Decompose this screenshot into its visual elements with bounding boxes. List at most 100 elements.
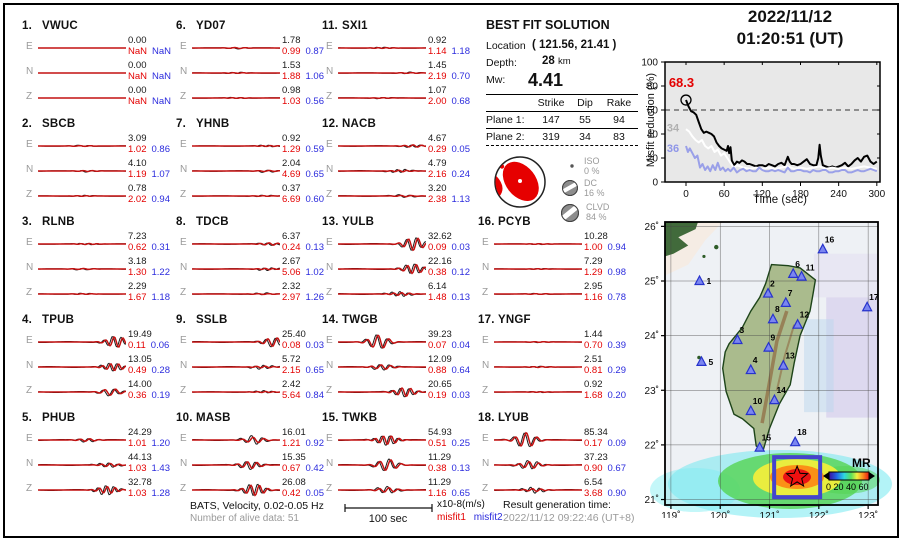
misfit-values: 0.88 0.64 bbox=[428, 365, 474, 376]
channel-label: Z bbox=[180, 483, 187, 494]
waveform-TPUB-E bbox=[38, 335, 126, 348]
trace-values: 11.29 1.16 0.65 bbox=[428, 477, 474, 499]
misfit1-value: 2.00 bbox=[428, 96, 447, 107]
trace-values: 1.44 0.70 0.39 bbox=[584, 329, 630, 351]
amplitude-value: 0.92 bbox=[428, 35, 447, 46]
plane1-dip: 55 bbox=[579, 114, 591, 126]
map-lat-label: 26˚ bbox=[645, 221, 659, 233]
amplitude-value: 6.14 bbox=[428, 281, 447, 292]
trace-row-n: N 5.72 2.15 0.65 bbox=[174, 354, 326, 379]
misfit2-value: 0.20 bbox=[607, 390, 627, 401]
y-tick-label: 100 bbox=[641, 58, 658, 69]
map-lat-label: 24˚ bbox=[645, 330, 659, 342]
misfit-values: 0.38 0.13 bbox=[428, 463, 474, 474]
misfit-values: 1.21 0.92 bbox=[282, 438, 328, 449]
misfit1-value: 4.69 bbox=[282, 169, 301, 180]
trace-values: 14.00 0.36 0.19 bbox=[128, 379, 174, 401]
amplitude-value: 6.37 bbox=[282, 231, 301, 242]
misfit2-value: 0.60 bbox=[305, 194, 325, 205]
dc-label: DC 16 % bbox=[584, 178, 605, 198]
channel-label: E bbox=[26, 139, 33, 150]
misfit2-value: NaN bbox=[152, 96, 172, 107]
waveform-SBCB-E bbox=[38, 144, 126, 148]
waveform-SSLB-N bbox=[192, 364, 280, 370]
trace-row-e: E 24.29 1.01 1.20 bbox=[20, 427, 172, 452]
trace-row-n: N 3.18 1.30 1.22 bbox=[20, 256, 172, 281]
waveform-YD07-E bbox=[192, 46, 280, 50]
table-rule-2 bbox=[486, 128, 638, 129]
trace-values: 54.93 0.51 0.25 bbox=[428, 427, 474, 449]
station-number: 13. bbox=[322, 216, 339, 228]
misfit2-value: 0.12 bbox=[451, 267, 471, 278]
location-value: ( 121.56, 21.41 ) bbox=[532, 39, 617, 51]
misfit2-value: 0.70 bbox=[451, 71, 471, 82]
best-fit-solution-panel: BEST FIT SOLUTION Location ( 121.56, 21.… bbox=[486, 18, 642, 222]
annotation-68.3: 68.3 bbox=[669, 75, 694, 90]
trace-row-n: N 0.00 NaN NaN bbox=[20, 60, 172, 85]
misfit-values: 0.09 0.03 bbox=[428, 242, 474, 253]
waveform-PHUB-E bbox=[38, 438, 126, 443]
trace-values: 0.98 1.03 0.56 bbox=[282, 85, 328, 107]
channel-label: Z bbox=[26, 385, 33, 396]
trace-row-z: Z 11.29 1.16 0.65 bbox=[320, 477, 474, 502]
trace-values: 0.92 1.29 0.59 bbox=[282, 133, 328, 155]
trace-values: 16.01 1.21 0.92 bbox=[282, 427, 328, 449]
station-number: 15. bbox=[322, 412, 339, 424]
x-tick-label: 240 bbox=[830, 189, 847, 200]
misfit1-value: 1.21 bbox=[282, 438, 301, 449]
amplitude-value: 1.78 bbox=[282, 35, 301, 46]
trace-values: 20.65 0.19 0.03 bbox=[428, 379, 474, 401]
trace-row-n: N 15.35 0.67 0.42 bbox=[174, 452, 326, 477]
map-station-number-14: 14 bbox=[776, 385, 786, 395]
waveform-RLNB-Z bbox=[38, 292, 126, 296]
amplitude-value: 7.23 bbox=[128, 231, 147, 242]
depth-label: Depth: bbox=[486, 57, 517, 69]
mr-colorbar-ticks: 0 20 40 60 bbox=[826, 482, 869, 492]
map-station-triangle-11 bbox=[796, 270, 808, 281]
map-station-triangle-13 bbox=[777, 359, 789, 370]
trace-values: 6.54 3.68 0.90 bbox=[584, 477, 630, 499]
channel-label: E bbox=[26, 433, 33, 444]
station-code: VWUC bbox=[42, 20, 78, 32]
annotation-36: 36 bbox=[667, 143, 679, 155]
clvd-pct: 84 % bbox=[586, 212, 607, 222]
channel-label: E bbox=[482, 335, 489, 346]
trace-row-z: Z 2.42 5.64 0.84 bbox=[174, 379, 326, 404]
map-station-number-1: 1 bbox=[707, 276, 712, 286]
misfit2-value: 0.04 bbox=[451, 340, 471, 351]
trace-row-n: N 4.10 1.19 1.07 bbox=[20, 158, 172, 183]
trace-row-e: E 54.93 0.51 0.25 bbox=[320, 427, 474, 452]
misfit-legend: misfit1 misfit2 bbox=[437, 512, 503, 523]
station-SSLB: 9. SSLB E 25.40 0.08 0.03 N 5.72 2.15 0.65 Z 2.42 5.… bbox=[174, 314, 326, 410]
map-station-number-17: 17 bbox=[869, 292, 879, 302]
trace-row-e: E 39.23 0.07 0.04 bbox=[320, 329, 472, 354]
beachball-center-dot bbox=[518, 179, 522, 183]
misfit-values: 0.29 0.05 bbox=[428, 144, 474, 155]
mr-colorbar-right-arrow bbox=[869, 472, 875, 480]
waveform-NACB-Z bbox=[338, 194, 426, 198]
amplitude-value: 0.98 bbox=[282, 85, 301, 96]
waveform-YHNB-E bbox=[192, 144, 280, 148]
depth-number: 28 bbox=[542, 55, 555, 67]
waveform-YNGF-E bbox=[494, 340, 582, 344]
station-RLNB: 3. RLNB E 7.23 0.62 0.31 N 3.18 1.30 1.22 Z 2.29 1.6… bbox=[20, 216, 172, 312]
map-station-number-5: 5 bbox=[708, 357, 713, 367]
misfit1-value: 0.51 bbox=[428, 438, 447, 449]
misfit2-value: 0.87 bbox=[305, 46, 325, 57]
misfit2-value: 0.86 bbox=[151, 144, 171, 155]
trace-values: 26.08 0.42 0.05 bbox=[282, 477, 328, 499]
epicenter-star bbox=[785, 464, 809, 488]
trace-row-z: Z 32.78 1.03 1.28 bbox=[20, 477, 172, 502]
trace-values: 0.00 NaN NaN bbox=[128, 85, 174, 107]
waveform-SXI1-Z bbox=[338, 96, 426, 100]
misfit2-value: 0.59 bbox=[305, 144, 325, 155]
misfit2-value: 0.13 bbox=[305, 242, 325, 253]
current-solution-marker bbox=[680, 94, 692, 106]
misfit2-value: 0.65 bbox=[305, 365, 325, 376]
misfit1-value: 0.99 bbox=[282, 46, 301, 57]
misfit2-value: 0.65 bbox=[451, 488, 471, 499]
station-header: 12. NACB bbox=[322, 118, 376, 130]
misfit1-value: 0.70 bbox=[584, 340, 603, 351]
channel-label: Z bbox=[26, 189, 33, 200]
trace-row-z: Z 2.95 1.16 0.78 bbox=[476, 281, 628, 306]
